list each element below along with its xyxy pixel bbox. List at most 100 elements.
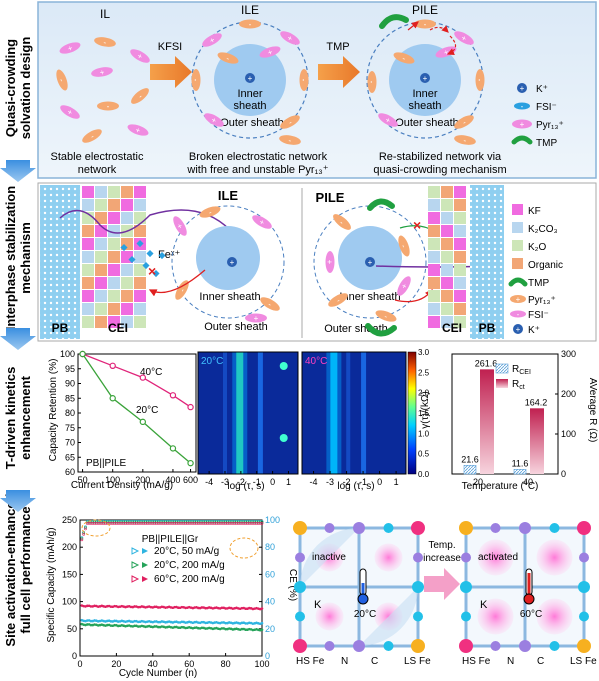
cycle-ce-point [113, 522, 116, 525]
cycle-ce-point [258, 520, 262, 524]
site-label: N [507, 656, 514, 667]
retention-chart: Current Density (mA/g) Capacity Retentio… [48, 349, 198, 491]
cycle-capacity-point [244, 607, 247, 611]
retention-label-40: 40°C [140, 367, 162, 378]
p1-caption-2b: with free and unstable Pyr₁₃⁺ [186, 164, 328, 176]
pb-right-label: PB [479, 321, 496, 335]
svg-text:-: - [461, 118, 468, 127]
cycle-capacity-point [156, 606, 160, 609]
cycle-chart: Cycle Number (n) Specific Capacity (mAh/… [46, 515, 298, 679]
cycle-ce-point [209, 522, 213, 525]
cei-block [108, 251, 120, 263]
cei-block [134, 199, 146, 211]
svg-text:+: + [65, 107, 74, 117]
cycle-ce-point [164, 522, 167, 525]
cycle-ce-point [207, 522, 211, 525]
p1-legend: + K⁺ - FSI⁻ + Pyr₁₃⁺ TMP [511, 83, 564, 149]
panel-solvation: IL ILE PILE +-+-+-+-+- KFSI TMP + Inner … [37, 1, 597, 179]
ile-ion: - [239, 19, 261, 29]
cycle-ce-point [164, 520, 167, 524]
pile-k-ion [420, 73, 430, 83]
k2co3-icon [512, 222, 523, 233]
retention-point [109, 362, 116, 369]
cycle-ce-point [200, 522, 204, 525]
legend-organic: Organic [528, 260, 563, 271]
p2-pile-ion: - [328, 293, 348, 307]
p2-title-ile: ILE [218, 188, 239, 203]
cycle-ce-point [133, 520, 137, 524]
retention-xtick-label: 50 [78, 475, 88, 485]
tmp-molecule [379, 14, 409, 29]
cycle-ce-point [253, 520, 257, 524]
cycle-y2label: CE (%) [287, 569, 298, 601]
cycle-highlight [81, 519, 111, 537]
retention-ytick-label: 95 [65, 364, 75, 374]
il-ion: + [130, 49, 150, 63]
ligand-site [549, 523, 560, 533]
cycle-xtick-label: 40 [148, 659, 158, 669]
cycle-ce-point [215, 522, 218, 525]
cycle-ce-point [162, 522, 166, 525]
cycle-ce-point [158, 522, 162, 525]
cei-block [82, 316, 94, 328]
tmp-icon-2 [508, 277, 528, 287]
c-site [294, 581, 306, 593]
p2-ile-outer [171, 205, 285, 319]
cycle-ce-point [216, 520, 220, 524]
cei-block [454, 264, 466, 276]
p2-ile-ion: - [199, 206, 221, 218]
cycle-ce-point [135, 522, 138, 525]
temperature-label: 20°C [354, 609, 376, 620]
cycle-ce-point [218, 522, 222, 525]
cycle-ce-point [185, 520, 189, 524]
cei-block [428, 186, 440, 198]
drt-frame [301, 351, 407, 475]
cycle-ce-point [93, 522, 96, 525]
cycle-ce-point [91, 522, 95, 525]
legend-fsi: FSI⁻ [536, 102, 557, 113]
legend-pyr-2: Pyr₁₃⁺ [528, 295, 556, 306]
cycle-capacity-point [176, 626, 180, 629]
drt-colorbar-tick: 2.5 [418, 368, 430, 377]
p1-title-pile: PILE [412, 3, 438, 17]
cei-block [108, 303, 120, 315]
cycle-ce-point [178, 522, 182, 525]
cycle-ce-point [85, 522, 89, 525]
cycle-ce-point [249, 522, 253, 525]
cycle-capacity-point [153, 620, 156, 623]
cycle-xlabel: Cycle Number (n) [119, 668, 197, 679]
site-label: LS Fe [404, 656, 431, 667]
cycle-legend-marker [142, 562, 148, 568]
row4-label-line2: full cell performance [18, 506, 33, 633]
cycle-capacity-point [153, 625, 156, 628]
retention-xtick-label: 200 [135, 475, 150, 485]
cycle-ce-point [233, 522, 237, 525]
cycle-ytick-label: 150 [62, 569, 77, 579]
cycle-ce-point [115, 520, 118, 524]
cycle-capacity-point [89, 623, 93, 627]
resist-label-rct: 164.2 [525, 397, 548, 407]
site-label: HS Fe [462, 656, 491, 667]
svg-text:-: - [517, 310, 520, 319]
tmp-icon [511, 135, 533, 145]
cei-block [454, 251, 466, 263]
resist-bar-rct [480, 369, 494, 474]
cei-block [454, 316, 466, 328]
cycle-ce-point [255, 520, 258, 524]
site-activation-panel: inactive K 20°C HS Fe N C LS Fe activated K 60°C H… [293, 521, 597, 667]
cycle-capacity-point [220, 627, 224, 630]
cycle-legend-marker [142, 548, 148, 554]
svg-text:+: + [257, 217, 266, 227]
cei-block [428, 225, 440, 237]
cycle-ce-point [133, 522, 137, 525]
cycle-xtick-label: 60 [184, 659, 194, 669]
cycle-ce-point [191, 522, 195, 525]
ligand-site [383, 641, 394, 651]
cycle-ce-point [120, 520, 124, 524]
retention-point [187, 459, 194, 467]
cycle-ce-point [173, 522, 177, 525]
svg-text:-: - [103, 38, 108, 47]
resist-ytick-label: 200 [561, 389, 576, 399]
cycle-ce-point [200, 520, 204, 524]
cei-block [134, 251, 146, 263]
